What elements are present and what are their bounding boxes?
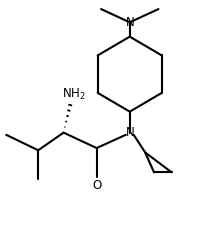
Text: N: N bbox=[125, 126, 134, 139]
Text: NH$_2$: NH$_2$ bbox=[61, 87, 85, 102]
Text: N: N bbox=[125, 16, 134, 29]
Text: O: O bbox=[92, 179, 101, 192]
